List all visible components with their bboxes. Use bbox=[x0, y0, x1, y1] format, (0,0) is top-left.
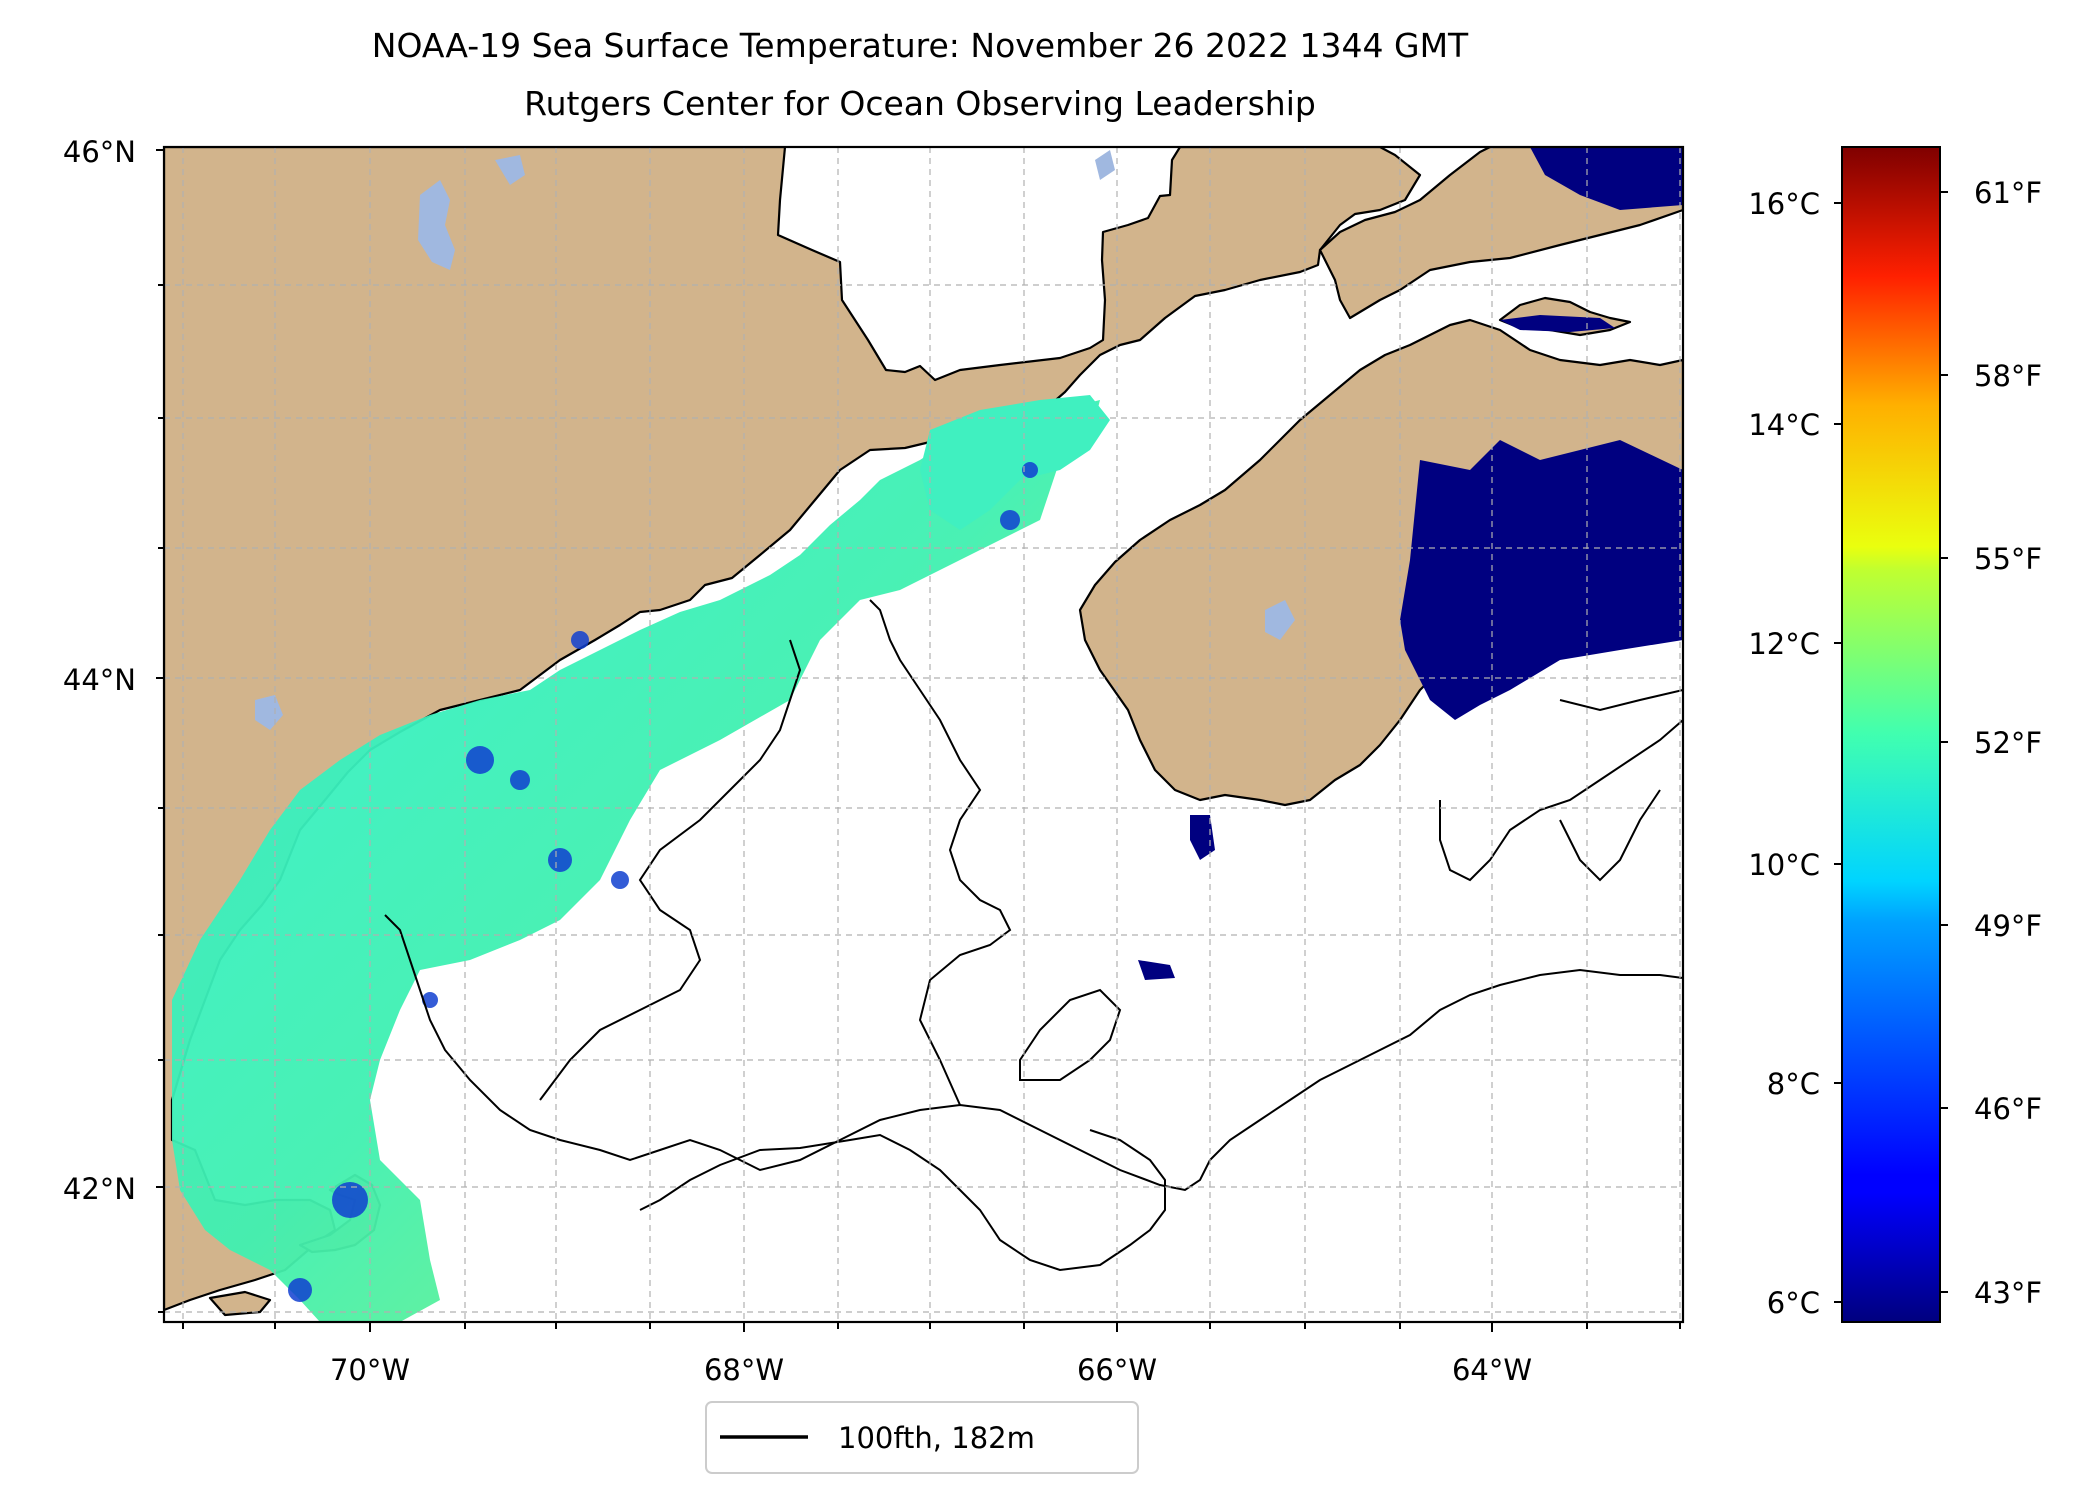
isobath-100fth bbox=[384, 599, 1683, 1272]
gridlines bbox=[164, 147, 1683, 1322]
colorbar-c-ticks bbox=[1834, 202, 1842, 1303]
sst-observations bbox=[172, 147, 1683, 1322]
lat-ticks bbox=[156, 149, 164, 1313]
cbar-f-46: 46°F bbox=[1974, 1092, 2042, 1126]
lon-ticks bbox=[182, 1322, 1681, 1332]
lat-label-42: 42°N bbox=[63, 1172, 136, 1206]
isobath-legend: 100fth, 182m bbox=[705, 1401, 1139, 1474]
cbar-c-12: 12°C bbox=[1748, 627, 1820, 661]
lakes bbox=[255, 150, 1295, 730]
cbar-f-55: 55°F bbox=[1974, 542, 2042, 576]
cbar-f-58: 58°F bbox=[1974, 359, 2042, 393]
lon-label-70w: 70°W bbox=[330, 1353, 410, 1387]
cbar-c-14: 14°C bbox=[1748, 408, 1820, 442]
cbar-f-49: 49°F bbox=[1974, 909, 2042, 943]
map-frame bbox=[162, 145, 1685, 1324]
sst-colorbar: 16°C 14°C 12°C 10°C 8°C 6°C 61°F 58°F 55… bbox=[1748, 146, 2042, 1323]
legend-box bbox=[705, 1401, 1139, 1474]
cbar-f-61: 61°F bbox=[1974, 176, 2042, 210]
map-panel bbox=[164, 147, 1683, 1322]
lat-label-44: 44°N bbox=[63, 663, 136, 697]
colorbar-frame bbox=[1841, 146, 1941, 1323]
cbar-f-52: 52°F bbox=[1974, 726, 2042, 760]
map-subtitle: Rutgers Center for Ocean Observing Leade… bbox=[524, 84, 1316, 123]
cbar-c-6: 6°C bbox=[1767, 1286, 1820, 1320]
lon-label-66w: 66°W bbox=[1077, 1353, 1157, 1387]
map-title: NOAA-19 Sea Surface Temperature: Novembe… bbox=[371, 26, 1469, 65]
lat-label-46: 46°N bbox=[63, 135, 136, 169]
cbar-c-16: 16°C bbox=[1748, 187, 1820, 221]
legend-label: 100fth, 182m bbox=[838, 1421, 1035, 1455]
cbar-f-43: 43°F bbox=[1974, 1276, 2042, 1310]
lon-label-64w: 64°W bbox=[1452, 1353, 1532, 1387]
lon-label-68w: 68°W bbox=[704, 1353, 784, 1387]
colorbar-f-ticks bbox=[1940, 191, 1948, 1293]
cbar-c-10: 10°C bbox=[1748, 848, 1820, 882]
cbar-c-8: 8°C bbox=[1767, 1067, 1820, 1101]
cold-water-patches bbox=[1138, 147, 1683, 980]
colorbar-gradient bbox=[1842, 147, 1940, 1322]
